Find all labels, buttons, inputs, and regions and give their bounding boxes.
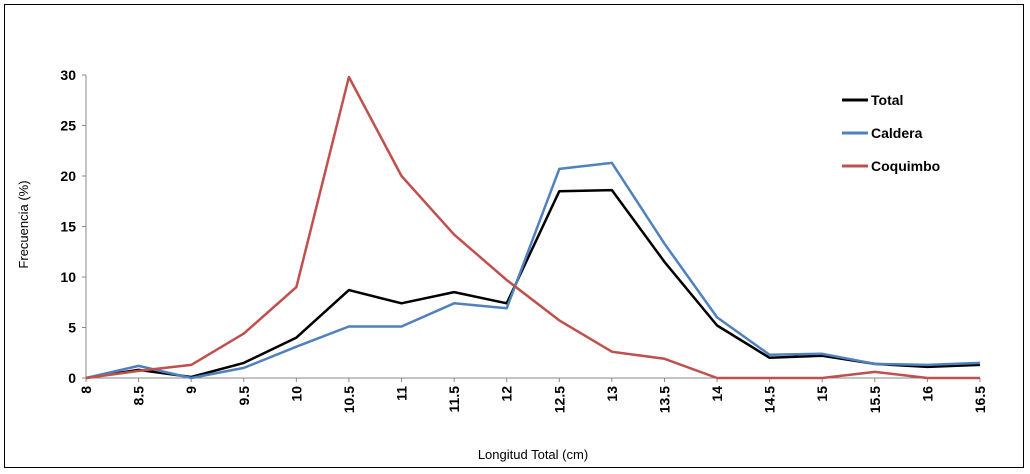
x-tick-label: 12.5 xyxy=(551,386,567,413)
series-line-coquimbo xyxy=(85,75,980,380)
y-tick-label: 15 xyxy=(60,219,76,235)
x-tick-label: 10 xyxy=(288,386,304,402)
legend-label-total: Total xyxy=(871,92,903,108)
legend: Total Caldera Coquimbo xyxy=(842,92,940,174)
series-line-total xyxy=(85,188,981,380)
y-axis-ticks: 0 5 10 15 20 25 30 xyxy=(60,67,86,386)
x-tick-label: 15 xyxy=(814,386,830,402)
x-tick-label: 9 xyxy=(183,386,199,394)
x-tick-label: 16.5 xyxy=(972,386,988,413)
x-tick-label: 10.5 xyxy=(341,386,357,413)
x-tick-label: 13.5 xyxy=(656,386,672,413)
y-tick-label: 30 xyxy=(60,67,76,83)
chart-frame: 0 5 10 15 20 25 30 8 8.5 9 9.5 10 10.5 11 11.5 12 12.5 1… xyxy=(4,4,1024,468)
y-tick-label: 0 xyxy=(68,370,76,386)
x-tick-label: 14.5 xyxy=(762,386,778,413)
x-tick-label: 16 xyxy=(919,386,935,402)
y-tick-label: 20 xyxy=(60,168,76,184)
x-tick-label: 8 xyxy=(78,386,94,394)
series-line-caldera xyxy=(85,161,981,380)
y-tick-label: 25 xyxy=(60,118,76,134)
x-tick-label: 14 xyxy=(709,386,725,402)
y-axis-title: Frecuencia (%) xyxy=(16,180,31,268)
x-tick-label: 11 xyxy=(394,386,410,401)
axes xyxy=(85,75,980,379)
legend-label-coquimbo: Coquimbo xyxy=(871,158,940,174)
x-tick-label: 13 xyxy=(604,386,620,402)
x-tick-label: 9.5 xyxy=(236,386,252,406)
series-lines xyxy=(85,75,981,380)
x-tick-label: 12 xyxy=(499,386,515,402)
y-tick-label: 10 xyxy=(60,269,76,285)
x-tick-label: 11.5 xyxy=(446,386,462,413)
line-chart: 0 5 10 15 20 25 30 8 8.5 9 9.5 10 10.5 11 11.5 12 12.5 1… xyxy=(16,67,988,462)
x-tick-label: 8.5 xyxy=(131,386,147,406)
x-tick-label: 15.5 xyxy=(867,386,883,413)
x-axis-ticks: 8 8.5 9 9.5 10 10.5 11 11.5 12 12.5 13 13.5 14 14.5 15… xyxy=(78,378,988,413)
y-tick-label: 5 xyxy=(68,320,76,336)
legend-label-caldera: Caldera xyxy=(871,125,923,141)
x-axis-title: Longitud Total (cm) xyxy=(478,447,588,462)
